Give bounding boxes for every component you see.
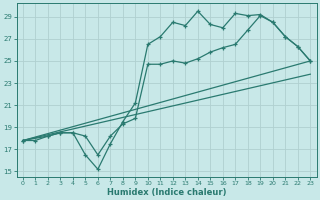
X-axis label: Humidex (Indice chaleur): Humidex (Indice chaleur)	[107, 188, 226, 197]
